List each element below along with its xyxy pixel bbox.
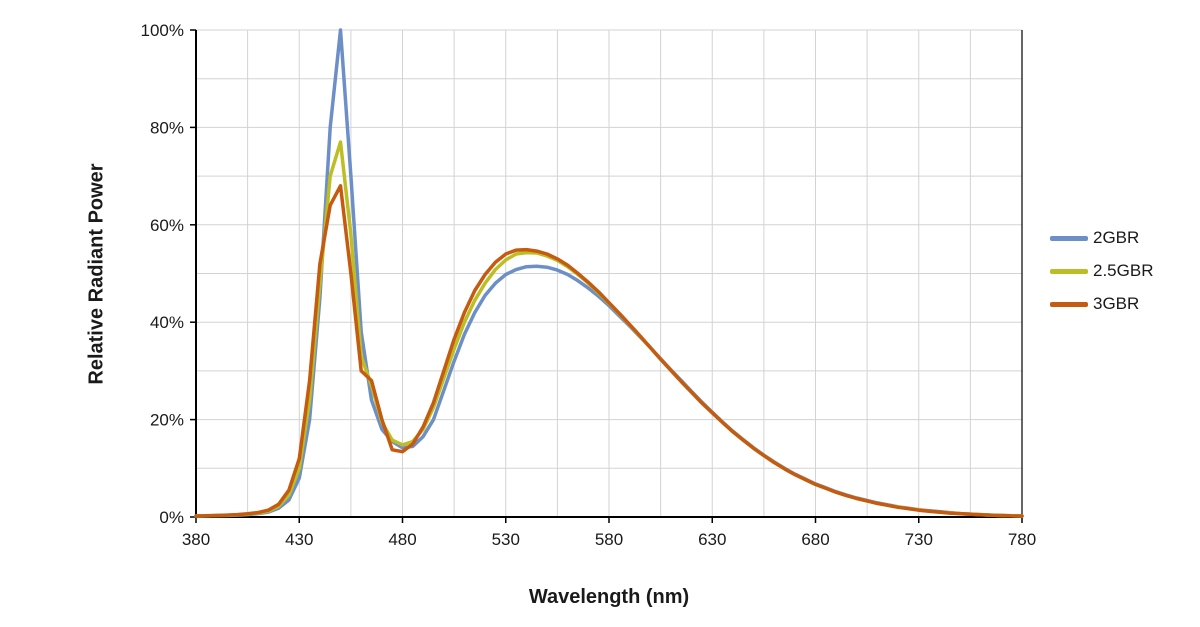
legend-line-swatch-2gbr: [1050, 235, 1088, 241]
x-tick-label: 730: [905, 530, 933, 549]
series-line-3gbr: [194, 184, 1024, 518]
y-tick-label: 40%: [150, 313, 184, 332]
x-tick-label: 580: [595, 530, 623, 549]
x-tick-label: 530: [492, 530, 520, 549]
x-tick-label: 430: [285, 530, 313, 549]
y-tick-label: 100%: [141, 21, 184, 40]
x-tick-label: 630: [698, 530, 726, 549]
y-tick-label: 60%: [150, 216, 184, 235]
legend-label-2-5gbr: 2.5GBR: [1093, 261, 1154, 280]
legend-item-2-5gbr: 2.5GBR: [1050, 261, 1153, 281]
x-tick-label: 380: [182, 530, 210, 549]
legend-label-3gbr: 3GBR: [1093, 294, 1140, 313]
legend-line-swatch-2-5gbr: [1050, 268, 1088, 274]
x-tick-label: 780: [1008, 530, 1036, 549]
legend-item-3gbr: 3GBR: [1050, 294, 1153, 314]
legend-label-2gbr: 2GBR: [1093, 228, 1140, 247]
x-tick-label: 680: [801, 530, 829, 549]
legend: 2GBR 2.5GBR 3GBR: [1050, 228, 1153, 314]
y-tick-label: 20%: [150, 411, 184, 430]
x-tick-label: 480: [388, 530, 416, 549]
x-axis-title: Wavelength (nm): [528, 586, 690, 608]
y-tick-label: 80%: [150, 118, 184, 137]
legend-line-swatch-3gbr: [1050, 301, 1088, 307]
legend-item-2gbr: 2GBR: [1050, 228, 1153, 248]
y-tick-label: 0%: [159, 508, 184, 527]
